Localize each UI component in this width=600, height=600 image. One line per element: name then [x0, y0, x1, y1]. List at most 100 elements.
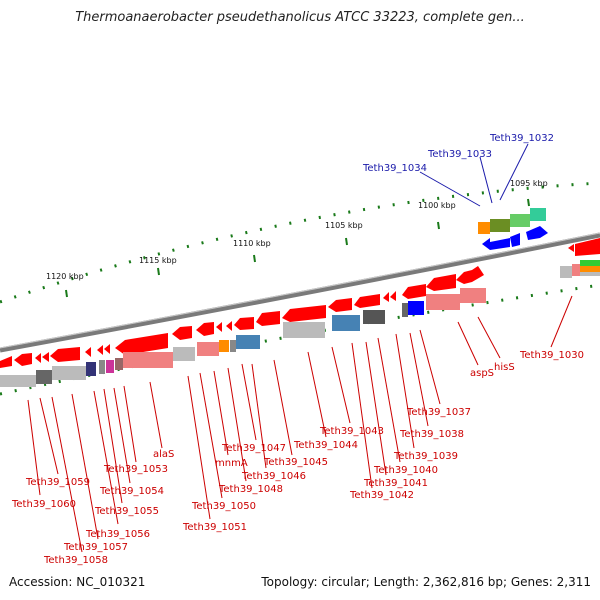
major-tick — [157, 267, 160, 276]
gene-label: Teth39_1041 — [363, 478, 428, 489]
gene-feature — [580, 266, 600, 272]
gene-feature — [52, 366, 86, 380]
scale-label: 1120 kbp — [46, 272, 84, 281]
gene-feature — [478, 222, 490, 234]
gene-label: Teth39_1060 — [11, 499, 76, 510]
gene-arrow — [14, 353, 32, 366]
gene-feature — [99, 360, 105, 374]
major-tick — [437, 221, 440, 230]
gene-label: Teth39_1053 — [103, 464, 168, 475]
gene-feature — [363, 310, 385, 324]
gene-arrow — [456, 270, 472, 284]
blue-leader-lines — [419, 143, 529, 207]
gene-feature — [115, 358, 123, 370]
gene-feature — [36, 370, 52, 384]
gene-arrow — [472, 266, 484, 282]
major-tick — [65, 289, 68, 298]
gene-arrow — [50, 347, 80, 362]
gene-feature — [490, 219, 510, 232]
gene-label: Teth39_1037 — [406, 407, 471, 418]
gene-arrow — [510, 233, 520, 247]
gene-arrow — [172, 326, 192, 340]
gene-label: hisS — [494, 362, 515, 373]
gene-arrow — [354, 294, 380, 308]
gene-arrow — [256, 311, 280, 326]
gene-label: Teth39_1046 — [241, 471, 306, 482]
gene-arrow — [226, 321, 232, 331]
scale-labels: 1120 kbp 1115 kbp 1110 kbp 1105 kbp 1100… — [46, 179, 548, 298]
gene-feature — [572, 264, 580, 276]
inner-dotted-track — [0, 283, 600, 396]
gene-arrow — [196, 322, 214, 336]
reverse-strand-genes[interactable] — [478, 208, 548, 250]
gene-label: Teth39_1045 — [263, 457, 328, 468]
gene-label: Teth39_1059 — [25, 477, 90, 488]
red-gene-labels[interactable]: Teth39_1030 hisS aspS Teth39_1037 Teth39… — [11, 350, 584, 566]
gene-arrow — [115, 333, 168, 355]
gene-label: Teth39_1051 — [182, 522, 247, 533]
major-tick — [253, 254, 256, 263]
gene-arrow — [383, 292, 389, 302]
gene-arrow — [568, 244, 574, 252]
map-title: Thermoanaerobacter pseudethanolicus ATCC… — [75, 10, 525, 25]
gene-arrow — [575, 238, 600, 256]
gene-arrow — [526, 226, 548, 240]
gene-label: alaS — [153, 449, 174, 460]
gene-feature — [530, 208, 546, 221]
gene-label: mnmA — [215, 458, 248, 469]
gene-feature — [510, 214, 530, 227]
gene-label: Teth39_1039 — [393, 451, 458, 462]
gene-label: Teth39_1030 — [519, 350, 584, 361]
gene-arrow — [490, 238, 510, 250]
gene-arrow — [234, 317, 254, 330]
gene-arrow — [390, 291, 396, 301]
gene-arrow — [216, 322, 222, 332]
gene-label: Teth39_1043 — [319, 426, 384, 437]
gene-feature — [402, 303, 408, 317]
gene-arrow — [482, 238, 490, 250]
gene-arrow — [85, 347, 91, 357]
forward-strand-genes[interactable] — [0, 266, 484, 368]
gene-label: Teth39_1050 — [191, 501, 256, 512]
gene-label: Teth39_1058 — [43, 555, 108, 566]
gene-label: Teth39_1057 — [63, 542, 128, 553]
gene-feature — [426, 294, 460, 310]
scale-label: 1105 kbp — [325, 221, 363, 230]
scale-label: 1095 kbp — [510, 179, 548, 188]
gene-label: Teth39_1042 — [349, 490, 414, 501]
gene-feature — [560, 266, 572, 278]
gene-feature — [86, 362, 96, 376]
gene-label: Teth39_1044 — [293, 440, 358, 451]
gene-arrow — [97, 345, 103, 355]
gene-arrow — [328, 298, 352, 312]
gene-feature — [580, 260, 600, 266]
gene-label: Teth39_1034 — [362, 163, 427, 174]
gene-label: Teth39_1038 — [399, 429, 464, 440]
gene-feature — [332, 315, 360, 331]
gene-label: aspS — [470, 368, 494, 379]
gene-feature — [236, 335, 260, 349]
gene-feature — [219, 340, 229, 352]
gene-arrow — [426, 274, 456, 291]
gene-feature — [408, 301, 424, 315]
gene-feature — [230, 340, 236, 352]
gene-feature — [0, 375, 36, 387]
blue-gene-labels[interactable]: Teth39_1032 Teth39_1033 Teth39_1034 — [362, 133, 554, 174]
accession-text: Accession: NC_010321 — [9, 575, 146, 589]
gene-arrow — [402, 284, 426, 299]
major-tick — [527, 198, 530, 207]
gene-arrow — [282, 305, 326, 322]
genome-backbone — [0, 232, 600, 353]
gene-arrow — [0, 356, 12, 368]
gene-feature — [460, 288, 486, 303]
gene-label: Teth39_1047 — [221, 443, 286, 454]
scale-label: 1115 kbp — [139, 256, 177, 265]
gene-label: Teth39_1055 — [94, 506, 159, 517]
cog-category-boxes[interactable] — [0, 288, 486, 387]
label-leader-lines — [27, 295, 573, 553]
gene-feature — [173, 347, 195, 361]
gene-arrow — [104, 344, 110, 354]
edge-gene-cluster[interactable] — [560, 238, 600, 278]
gene-arrow — [35, 353, 41, 363]
